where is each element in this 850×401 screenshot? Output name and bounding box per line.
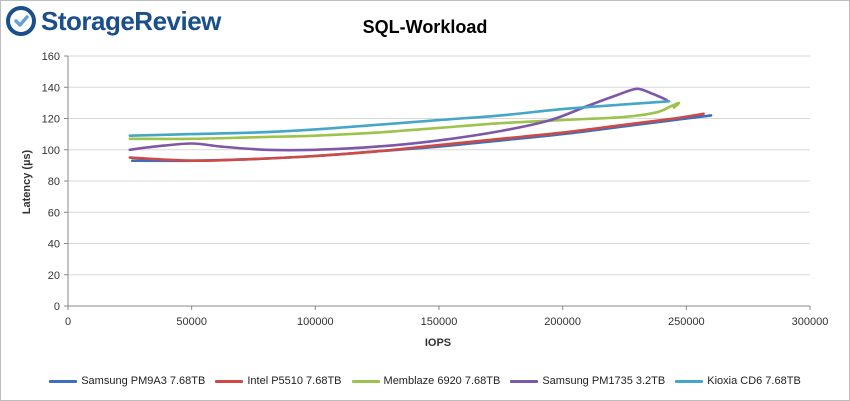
chart-legend: Samsung PM9A3 7.68TB Intel P5510 7.68TB Me…: [0, 372, 850, 390]
y-tick-label-2: 40: [48, 239, 60, 251]
legend-label: Intel P5510 7.68TB: [247, 375, 342, 387]
x-tick-label-4: 200000: [544, 316, 581, 328]
legend-label: Kioxia CD6 7.68TB: [707, 375, 801, 387]
y-tick-label-8: 160: [42, 51, 60, 63]
x-tick-label-6: 300000: [792, 316, 829, 328]
x-tick-label-3: 150000: [421, 316, 458, 328]
y-tick-label-7: 140: [42, 82, 60, 94]
series-layer: [128, 87, 713, 163]
legend-item-kioxia-cd6-7-68tb: Kioxia CD6 7.68TB: [675, 375, 801, 387]
legend-swatch: [351, 379, 380, 383]
y-axis-ticks: 0 20 40 60 80 100 120 140 160: [42, 51, 68, 313]
storagereview-logo-icon: [6, 6, 36, 36]
y-tick-label-5: 100: [42, 145, 60, 157]
y-axis-label: Latency (µs): [21, 149, 33, 214]
legend-item-samsung-pm9a3-7-68tb: Samsung PM9A3 7.68TB: [49, 375, 205, 387]
brand-logo: StorageReview: [6, 6, 221, 36]
legend-item-intel-p5510-7-68tb: Intel P5510 7.68TB: [215, 375, 342, 387]
brand-name: StorageReview: [41, 5, 221, 36]
legend-swatch: [510, 379, 539, 383]
legend-item-samsung-pm1735-3-2tb: Samsung PM1735 3.2TB: [510, 375, 665, 387]
series-line-intel-p5510-7-68tb: [128, 112, 705, 163]
series-line-kioxia-cd6-7-68tb: [128, 100, 671, 137]
legend-item-memblaze-6920-7-68tb: Memblaze 6920 7.68TB: [351, 375, 501, 387]
legend-label: Samsung PM1735 3.2TB: [542, 375, 666, 387]
x-tick-label-5: 250000: [668, 316, 705, 328]
y-tick-label-4: 80: [48, 176, 60, 188]
series-line-samsung-pm1735-3-2tb: [128, 87, 668, 152]
gridlines: [68, 55, 810, 276]
y-tick-label-3: 60: [48, 207, 60, 219]
chart-title: SQL-Workload: [363, 17, 488, 37]
x-tick-label-2: 100000: [297, 316, 334, 328]
x-tick-label-0: 0: [65, 316, 71, 328]
legend-swatch: [49, 379, 78, 383]
legend-swatch: [675, 379, 704, 383]
y-tick-label-6: 120: [42, 114, 60, 126]
series-line-memblaze-6920-7-68tb: [128, 101, 681, 141]
x-axis-ticks: 0 50000 100000 150000 200000 250000 300000: [65, 306, 828, 328]
x-axis-label: IOPS: [425, 337, 451, 349]
legend-label: Memblaze 6920 7.68TB: [383, 375, 501, 387]
x-tick-label-1: 50000: [176, 316, 207, 328]
y-tick-label-1: 20: [48, 270, 60, 282]
legend-label: Samsung PM9A3 7.68TB: [81, 375, 206, 387]
line-chart: SQL-Workload 0 20 40 60 80 100 120 140 160 0 5000…: [21, 17, 828, 349]
y-tick-label-0: 0: [54, 301, 60, 313]
legend-swatch: [215, 379, 244, 383]
